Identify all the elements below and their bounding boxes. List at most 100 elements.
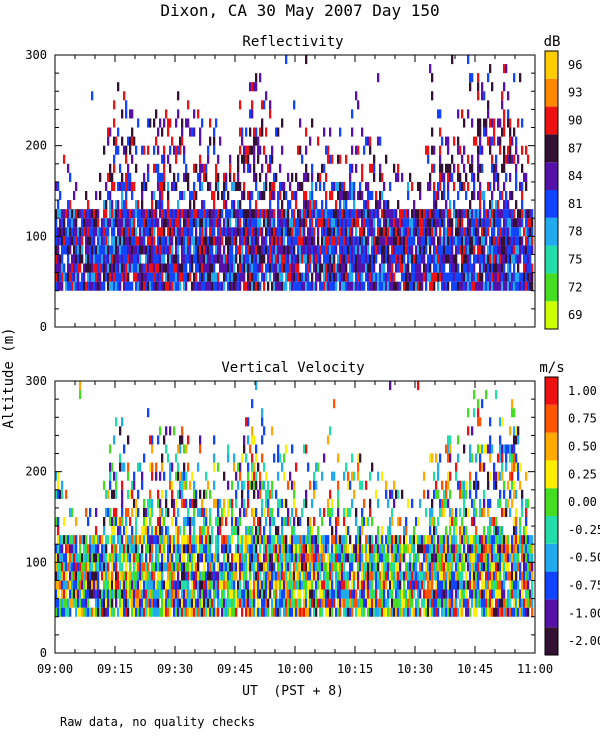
heatmap-cell bbox=[313, 480, 316, 490]
heatmap-cell bbox=[87, 607, 90, 617]
heatmap-cell bbox=[57, 227, 60, 237]
heatmap-cell bbox=[253, 145, 256, 155]
heatmap-cell bbox=[113, 471, 116, 481]
heatmap-cell bbox=[133, 181, 136, 191]
heatmap-cell bbox=[231, 272, 234, 282]
heatmap-cell bbox=[269, 245, 272, 255]
heatmap-cell bbox=[407, 544, 410, 554]
heatmap-cell bbox=[257, 227, 260, 237]
heatmap-cell bbox=[267, 544, 270, 554]
heatmap-cell bbox=[117, 526, 120, 536]
heatmap-cell bbox=[439, 181, 442, 191]
heatmap-cell bbox=[329, 562, 332, 572]
heatmap-cell bbox=[115, 471, 118, 481]
heatmap-cell bbox=[479, 236, 482, 246]
heatmap-cell bbox=[341, 580, 344, 590]
heatmap-cell bbox=[301, 236, 304, 246]
heatmap-cell bbox=[271, 544, 274, 554]
heatmap-cell bbox=[423, 580, 426, 590]
heatmap-cell bbox=[431, 535, 434, 545]
heatmap-cell bbox=[107, 598, 110, 608]
heatmap-cell bbox=[491, 136, 494, 146]
heatmap-cell bbox=[345, 218, 348, 228]
heatmap-cell bbox=[123, 218, 126, 228]
heatmap-cell bbox=[209, 553, 212, 563]
heatmap-cell bbox=[185, 471, 188, 481]
colorbar-swatch bbox=[545, 217, 558, 246]
heatmap-cell bbox=[365, 480, 368, 490]
heatmap-cell bbox=[285, 553, 288, 563]
heatmap-cell bbox=[419, 181, 422, 191]
heatmap-cell bbox=[135, 263, 138, 273]
heatmap-cell bbox=[433, 272, 436, 282]
heatmap-cell bbox=[117, 517, 120, 527]
heatmap-cell bbox=[339, 191, 342, 201]
heatmap-cell bbox=[257, 236, 260, 246]
heatmap-cell bbox=[365, 200, 368, 210]
heatmap-cell bbox=[521, 200, 524, 210]
heatmap-cell bbox=[429, 517, 432, 527]
heatmap-cell bbox=[167, 589, 170, 599]
heatmap-cell bbox=[281, 254, 284, 264]
heatmap-cell bbox=[75, 517, 78, 527]
heatmap-cell bbox=[283, 562, 286, 572]
heatmap-cell bbox=[329, 553, 332, 563]
heatmap-cell bbox=[99, 254, 102, 264]
heatmap-cell bbox=[279, 607, 282, 617]
heatmap-cell bbox=[119, 263, 122, 273]
heatmap-cell bbox=[445, 598, 448, 608]
heatmap-cell bbox=[435, 453, 438, 463]
heatmap-cell bbox=[61, 544, 64, 554]
heatmap-cell bbox=[351, 571, 354, 581]
heatmap-cell bbox=[271, 245, 274, 255]
heatmap-cell bbox=[425, 598, 428, 608]
heatmap-cell bbox=[287, 254, 290, 264]
heatmap-cell bbox=[319, 218, 322, 228]
heatmap-cell bbox=[199, 580, 202, 590]
heatmap-cell bbox=[267, 553, 270, 563]
heatmap-cell bbox=[127, 172, 130, 182]
heatmap-cell bbox=[295, 272, 298, 282]
heatmap-cell bbox=[401, 589, 404, 599]
heatmap-cell bbox=[169, 254, 172, 264]
heatmap-cell bbox=[261, 191, 264, 201]
heatmap-cell bbox=[137, 281, 140, 291]
heatmap-cell bbox=[169, 598, 172, 608]
heatmap-cell bbox=[133, 245, 136, 255]
heatmap-cell bbox=[257, 462, 260, 472]
heatmap-cell bbox=[437, 553, 440, 563]
heatmap-cell bbox=[367, 227, 370, 237]
heatmap-cell bbox=[331, 236, 334, 246]
heatmap-cell bbox=[231, 200, 234, 210]
heatmap-cell bbox=[215, 209, 218, 219]
heatmap-cell bbox=[111, 544, 114, 554]
heatmap-cell bbox=[83, 544, 86, 554]
heatmap-cell bbox=[77, 263, 80, 273]
heatmap-cell bbox=[291, 245, 294, 255]
heatmap-cell bbox=[347, 254, 350, 264]
heatmap-cell bbox=[349, 589, 352, 599]
heatmap-cell bbox=[277, 191, 280, 201]
heatmap-cell bbox=[149, 236, 152, 246]
heatmap-cell bbox=[503, 227, 506, 237]
heatmap-cell bbox=[117, 181, 120, 191]
heatmap-cell bbox=[323, 236, 326, 246]
heatmap-cell bbox=[155, 526, 158, 536]
heatmap-cell bbox=[137, 535, 140, 545]
heatmap-cell bbox=[171, 517, 174, 527]
heatmap-cell bbox=[101, 535, 104, 545]
heatmap-cell bbox=[471, 154, 474, 164]
heatmap-cell bbox=[517, 281, 520, 291]
heatmap-cell bbox=[165, 535, 168, 545]
heatmap-cell bbox=[145, 553, 148, 563]
heatmap-cell bbox=[133, 580, 136, 590]
heatmap-cell bbox=[477, 154, 480, 164]
heatmap-cell bbox=[427, 272, 430, 282]
heatmap-cell bbox=[157, 598, 160, 608]
heatmap-cell bbox=[63, 154, 66, 164]
heatmap-cell bbox=[107, 553, 110, 563]
heatmap-cell bbox=[279, 218, 282, 228]
heatmap-cell bbox=[399, 544, 402, 554]
heatmap-cell bbox=[153, 218, 156, 228]
heatmap-cell bbox=[327, 254, 330, 264]
